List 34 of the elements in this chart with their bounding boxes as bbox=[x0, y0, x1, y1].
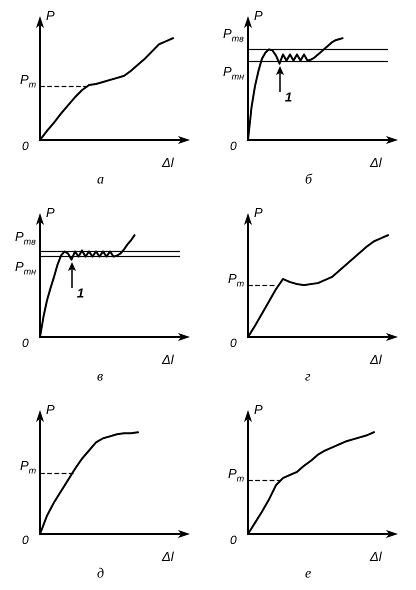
text: б bbox=[305, 172, 313, 188]
ref-line-label: P$_{тн}$ bbox=[223, 64, 244, 84]
ref-line-label: P$_{тн}$ bbox=[15, 258, 36, 278]
text: 0 bbox=[22, 336, 29, 350]
ref-line-label: P$_{т}$ bbox=[20, 72, 36, 92]
x-axis-title: Δl bbox=[161, 352, 175, 367]
text: д bbox=[97, 566, 104, 582]
ref-line-label: P$_{т}$ bbox=[20, 458, 36, 478]
text: 0 bbox=[230, 139, 237, 153]
x-axis-title: Δl bbox=[161, 549, 175, 564]
text: е bbox=[305, 566, 312, 582]
text: 0 bbox=[230, 533, 237, 547]
annotation: 1 bbox=[76, 286, 84, 301]
ref-line-label: P$_{т}$ bbox=[228, 270, 244, 290]
text: 0 bbox=[230, 336, 237, 350]
ref-line-label: P$_{т}$ bbox=[228, 466, 244, 486]
x-axis-title: Δl bbox=[161, 155, 175, 170]
y-axis-title: P bbox=[46, 205, 55, 220]
x-axis-title: Δl bbox=[369, 549, 383, 564]
y-axis-title: P bbox=[46, 402, 55, 417]
text: в bbox=[97, 370, 104, 384]
x-axis-title: Δl bbox=[369, 352, 383, 367]
y-axis-title: P bbox=[254, 205, 263, 220]
annotation: 1 bbox=[284, 90, 292, 105]
text: 0 bbox=[22, 533, 29, 547]
legend-label: P$_{тв}$ bbox=[15, 228, 36, 248]
y-axis-title: P bbox=[46, 8, 55, 23]
y-axis-title: P bbox=[254, 8, 263, 23]
legend-label: P$_{тв}$ bbox=[223, 26, 244, 46]
text: г bbox=[305, 370, 311, 384]
y-axis-title: P bbox=[254, 402, 263, 417]
text: 0 bbox=[22, 139, 29, 153]
text: а bbox=[97, 172, 104, 188]
x-axis-title: Δl bbox=[369, 155, 383, 170]
